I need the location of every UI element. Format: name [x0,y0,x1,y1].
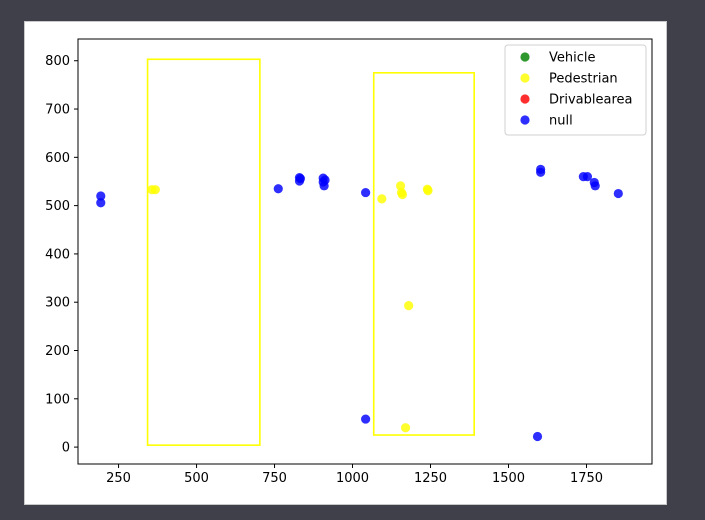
y-tick-label: 200 [45,344,70,359]
x-tick-label: 1000 [336,471,369,486]
data-point [536,167,546,177]
x-tick-label: 250 [106,471,131,486]
data-point [532,431,543,442]
x-tick-label: 1500 [492,471,525,486]
y-tick-label: 700 [45,103,70,118]
y-tick-label: 800 [45,54,70,69]
x-axis-ticks: 250 500 750 1000 1250 1500 1750 [106,464,603,486]
data-point [400,423,411,433]
legend-marker [520,115,530,125]
legend-label: Vehicle [549,51,596,66]
legend-label: Pedestrian [549,72,618,87]
series-null [96,164,623,442]
legend: Vehicle Pedestrian Drivablearea null [504,44,647,136]
data-point [404,300,414,311]
data-point [582,172,593,182]
legend-marker [520,52,530,62]
y-tick-label: 100 [45,392,70,407]
y-tick-label: 0 [62,441,70,456]
data-point [361,414,371,424]
y-tick-label: 600 [45,151,70,166]
data-point [295,173,306,184]
data-point [590,181,600,191]
axes-layer [77,38,653,465]
bounding-box-2 [372,72,475,436]
y-axis-ticks: 0 100 200 300 400 500 600 700 800 [45,54,78,456]
legend-label: Drivablearea [549,93,632,108]
data-point [273,184,283,194]
y-tick-label: 400 [45,247,70,262]
data-point [377,194,387,204]
x-tick-label: 750 [262,471,287,486]
scatter-chart: 250 500 750 1000 1250 1500 1750 0 100 200 300 400 5… [45,38,653,486]
x-tick-label: 1250 [414,471,447,486]
boxes-layer [146,58,475,446]
data-point [613,188,623,199]
data-point [423,186,433,196]
data-point [361,187,371,198]
bounding-box-1 [146,58,261,446]
legend-items: Vehicle Pedestrian Drivablearea null [520,51,632,129]
data-point [96,198,106,208]
points-layer [96,164,623,442]
data-point [320,175,330,185]
data-point [395,181,406,191]
data-point [397,189,408,200]
x-tick-label: 1750 [570,471,603,486]
x-tick-label: 500 [184,471,209,486]
legend-marker [520,73,530,83]
y-tick-label: 500 [45,199,70,214]
legend-label: null [549,114,573,129]
figure-canvas: 250 500 750 1000 1250 1500 1750 0 100 200 300 400 5… [24,21,667,505]
y-tick-label: 300 [45,296,70,311]
plot-area-border [77,38,653,465]
legend-box [504,44,647,136]
data-point [150,185,160,195]
legend-marker [520,94,530,104]
series-pedestrian [147,181,433,433]
data-point [96,191,106,201]
